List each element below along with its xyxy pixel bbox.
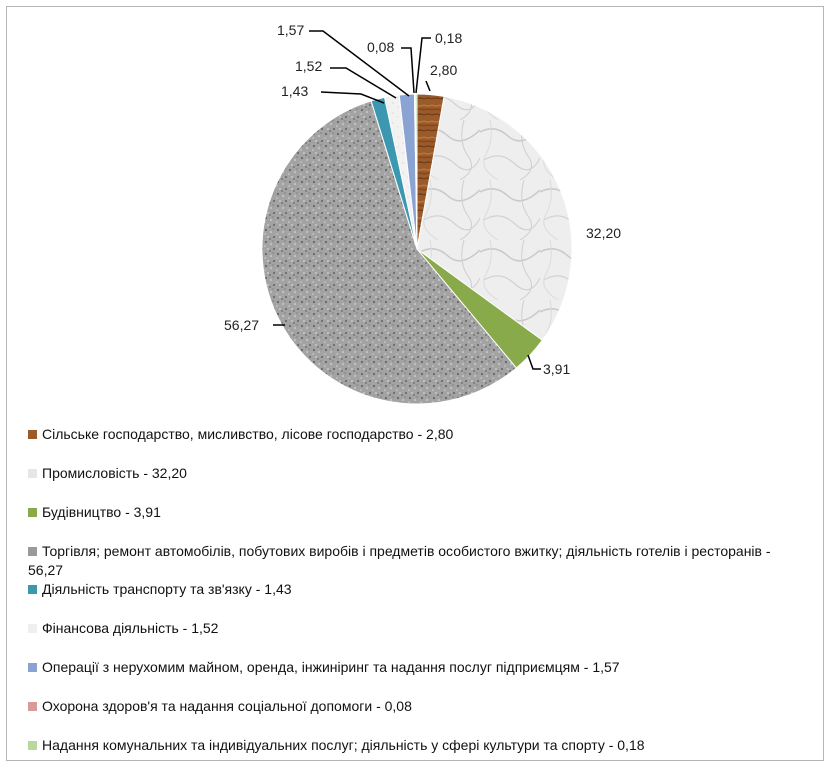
data-label-agriculture: 2,80 xyxy=(430,62,457,78)
data-label-transport: 1,43 xyxy=(281,83,308,99)
legend-item-finance: Фінансова діяльність - 1,52 xyxy=(28,619,788,638)
legend-label-communal: Надання комунальних та індивідуальних по… xyxy=(42,737,645,753)
legend-swatch-agriculture xyxy=(28,430,37,439)
legend-item-industry: Промисловість - 32,20 xyxy=(28,464,788,483)
data-label-communal: 0,18 xyxy=(435,30,462,46)
pie-leader-lines xyxy=(273,30,541,370)
legend-label-industry: Промисловість - 32,20 xyxy=(42,465,187,481)
pie-chart: 2,80 32,20 3,91 56,27 1,43 1,52 1,57 0,08 0,18 xyxy=(224,22,621,405)
legend-label-agriculture: Сільське господарство, мисливство, лісов… xyxy=(42,426,454,442)
data-label-industry: 32,20 xyxy=(586,225,621,241)
legend-item-trade: Торгівля; ремонт автомобілів, побутових … xyxy=(28,542,788,580)
leader-line-agriculture xyxy=(425,80,431,92)
pie-slice-trade xyxy=(261,100,518,405)
pie-slices xyxy=(261,93,573,405)
legend-label-real-estate: Операції з нерухомим майном, оренда, інж… xyxy=(42,659,620,675)
leader-line-communal xyxy=(415,37,431,94)
leader-line-real-estate xyxy=(309,30,410,97)
legend-item-construction: Будівництво - 3,91 xyxy=(28,503,788,522)
legend-item-transport: Діяльність транспорту та зв'язку - 1,43 xyxy=(28,580,788,599)
legend-swatch-real-estate xyxy=(28,663,37,672)
legend-item-real-estate: Операції з нерухомим майном, оренда, інж… xyxy=(28,658,788,677)
legend-item-agriculture: Сільське господарство, мисливство, лісов… xyxy=(28,425,788,444)
legend-swatch-finance xyxy=(28,624,37,633)
leader-line-finance xyxy=(330,67,397,99)
pie-data-labels: 2,80 32,20 3,91 56,27 1,43 1,52 1,57 0,08 0,18 xyxy=(224,22,621,377)
leader-line-transport xyxy=(320,91,385,104)
data-label-construction: 3,91 xyxy=(543,361,570,377)
legend-swatch-trade xyxy=(28,547,37,556)
legend-swatch-health xyxy=(28,702,37,711)
legend-item-health: Охорона здоров'я та надання соціальної д… xyxy=(28,697,788,716)
data-label-health: 0,08 xyxy=(367,39,394,55)
legend-swatch-transport xyxy=(28,585,37,594)
legend-label-health: Охорона здоров'я та надання соціальної д… xyxy=(42,698,412,714)
legend-label-transport: Діяльність транспорту та зв'язку - 1,43 xyxy=(42,581,292,597)
legend-swatch-construction xyxy=(28,508,37,517)
legend-label-finance: Фінансова діяльність - 1,52 xyxy=(42,620,219,636)
data-label-real-estate: 1,57 xyxy=(277,22,304,38)
legend-swatch-communal xyxy=(28,741,37,750)
leader-line-construction xyxy=(527,354,541,370)
pie-slice-industry xyxy=(416,95,573,341)
data-label-trade: 56,27 xyxy=(224,317,259,333)
pie-slice-communal xyxy=(414,93,418,250)
legend-label-trade: Торгівля; ремонт автомобілів, побутових … xyxy=(28,543,771,578)
legend-label-construction: Будівництво - 3,91 xyxy=(42,504,161,520)
data-label-finance: 1,52 xyxy=(295,58,322,74)
leader-line-health xyxy=(401,47,415,94)
legend-item-communal: Надання комунальних та індивідуальних по… xyxy=(28,736,788,755)
legend-swatch-industry xyxy=(28,469,37,478)
